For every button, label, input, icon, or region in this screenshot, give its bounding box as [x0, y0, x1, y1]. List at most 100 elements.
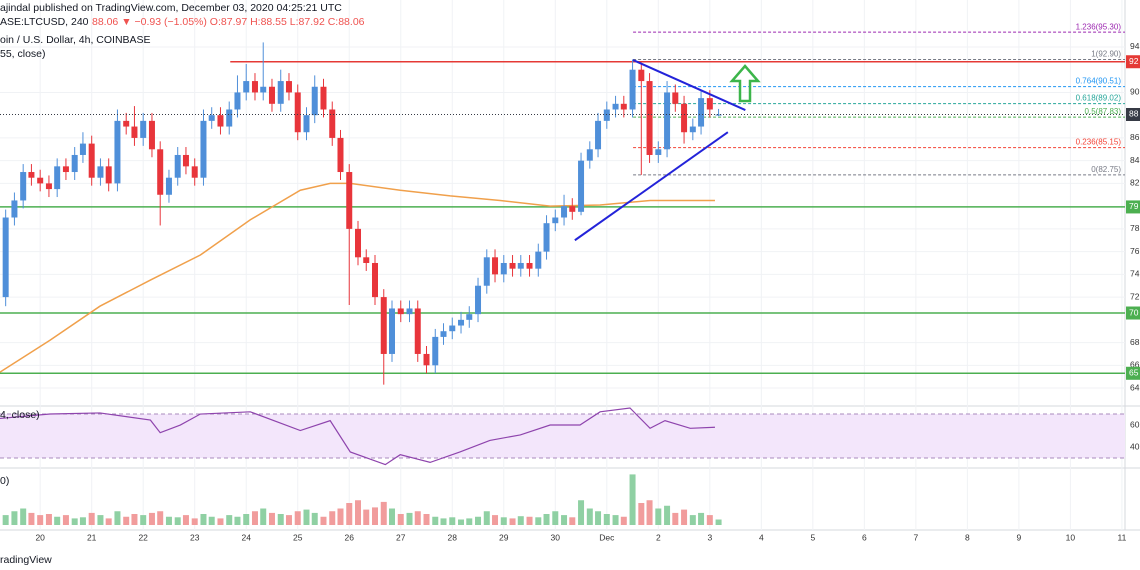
candle-body: [475, 285, 482, 315]
volume-bar: [71, 518, 78, 525]
candle-body: [200, 120, 207, 178]
volume-bar: [105, 518, 112, 525]
y-tick-label: 94: [1130, 41, 1140, 51]
rsi-tick-label: 40: [1130, 441, 1140, 451]
volume-bar: [234, 516, 241, 525]
y-tick-label: 72: [1130, 291, 1140, 301]
level-label: 65: [1129, 368, 1139, 378]
rsi-label: 4, close): [0, 409, 40, 421]
volume-bar: [165, 516, 172, 525]
volume-bar: [706, 515, 713, 525]
volume-bar: [62, 515, 69, 525]
candle-body: [561, 206, 568, 218]
candle-body: [2, 217, 9, 298]
volume-bar: [561, 515, 568, 525]
fib-label: 1.236(95.30): [1076, 22, 1122, 31]
x-tick-label: 25: [293, 532, 303, 542]
volume-bar: [200, 514, 207, 525]
volume-bar: [45, 514, 52, 525]
volume-bar: [311, 512, 318, 525]
volume-bar: [440, 518, 447, 525]
y-tick-label: 84: [1130, 155, 1140, 165]
volume-bar: [612, 515, 619, 525]
volume-bar: [243, 514, 250, 525]
candle-body: [595, 120, 602, 150]
candle-body: [423, 353, 430, 366]
volume-bar: [79, 517, 86, 525]
background-layer: 1.236(95.30) 1(92.90) 0.764(90.51) 0.618(89…: [0, 0, 1140, 531]
volume-bar: [337, 508, 344, 525]
y-tick-label: 90: [1130, 87, 1140, 97]
candle-body: [406, 308, 413, 315]
candle-body: [277, 81, 284, 104]
ma-label: 55, close): [0, 48, 46, 60]
volume-bar: [251, 511, 258, 525]
candle-body: [509, 262, 516, 269]
y-tick-label: 76: [1130, 246, 1140, 256]
candle-body: [105, 166, 112, 184]
volume-bar: [689, 515, 696, 525]
candle-body: [552, 217, 559, 224]
volume-bar: [329, 511, 336, 525]
volume-bar: [372, 507, 378, 525]
level-label-box: [1126, 55, 1140, 69]
candle-body: [165, 177, 172, 195]
volume-bar: [466, 518, 473, 525]
candle-body: [655, 149, 662, 155]
candle-body: [140, 120, 147, 138]
volume-bar: [620, 516, 627, 525]
footer: radingView: [0, 554, 52, 566]
trend-line: [574, 131, 729, 242]
y-tick-label: 82: [1130, 178, 1140, 188]
candle-body: [182, 154, 189, 167]
fib-label: 0.236(85.15): [1076, 138, 1122, 147]
candle-body: [603, 109, 610, 121]
candle-body: [363, 257, 370, 263]
x-tick-label: 6: [862, 532, 867, 542]
volume-bar: [114, 511, 121, 525]
candle-body: [234, 92, 241, 110]
level-label: 70: [1129, 307, 1139, 317]
x-tick-label: 4: [759, 532, 764, 542]
candle-body: [226, 109, 233, 127]
x-tick-label: 10: [1066, 532, 1076, 542]
volume-bar: [432, 516, 439, 525]
volume-bar: [54, 516, 61, 525]
volume-bar: [37, 515, 44, 525]
y-tick-label: 64: [1130, 382, 1140, 392]
candle-body: [285, 81, 292, 93]
candle-body: [715, 114, 722, 116]
fib-label: 0.764(90.51): [1076, 77, 1122, 86]
volume-bar: [646, 500, 653, 525]
fib-label: 0.5(87.83): [1085, 107, 1122, 116]
candle-body: [706, 98, 713, 110]
candle-body: [646, 81, 653, 155]
candle-body: [54, 166, 61, 190]
volume-bar: [397, 514, 404, 525]
candle-body: [432, 336, 439, 366]
candle-body: [355, 228, 362, 258]
volume-bar: [543, 514, 550, 525]
volume-bar: [182, 515, 189, 525]
volume-bar: [380, 501, 387, 525]
candle-body: [698, 98, 705, 127]
candle-body: [37, 177, 44, 184]
x-tick-label: 27: [396, 532, 406, 542]
volume-bar: [552, 511, 559, 525]
quote: 88.06 ▼ −0.93 (−1.05%) O:87.97 H:88.55 L…: [92, 16, 365, 28]
candle-body: [388, 308, 395, 354]
candle-body: [123, 120, 130, 127]
candle-body: [71, 154, 78, 173]
volume-bar: [664, 505, 671, 525]
x-tick-label: 5: [810, 532, 815, 542]
candle-body: [578, 160, 585, 212]
rsi-tick-label: 60: [1130, 419, 1140, 429]
candle-body: [62, 166, 69, 173]
candle-body: [11, 200, 18, 218]
volume-bar: [406, 512, 413, 525]
volume-bar: [672, 512, 679, 525]
candle-body: [243, 81, 250, 93]
candle-body: [311, 86, 318, 116]
rsi-band: [0, 414, 1125, 458]
